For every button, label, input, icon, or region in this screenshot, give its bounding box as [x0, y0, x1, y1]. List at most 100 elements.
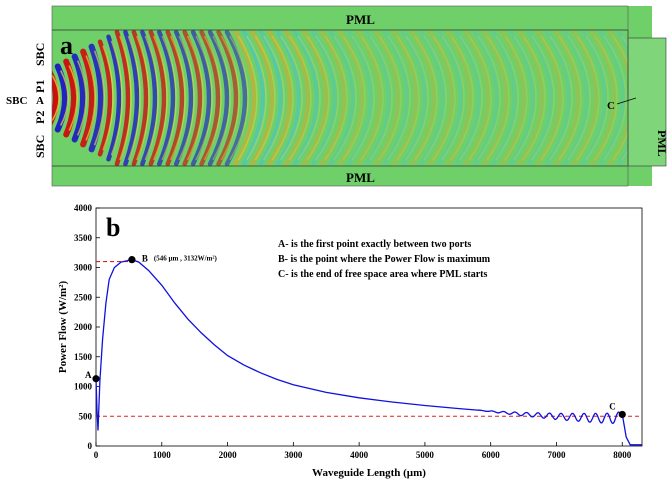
- wave-fringe-halo: [504, 35, 528, 161]
- wave-fringe-halo: [220, 35, 240, 161]
- y-tick-label: 4000: [74, 203, 93, 213]
- wave-fringe: [275, 29, 302, 167]
- wave-fringe-halo: [414, 35, 438, 161]
- wave-fringe: [391, 29, 419, 167]
- wave-fringe-halo: [306, 35, 330, 161]
- wave-fringe-halo: [324, 35, 348, 161]
- wave-fringe: [400, 29, 428, 167]
- wave-fringe: [54, 63, 68, 133]
- wave-fringe: [346, 29, 374, 167]
- pml-right-label: PML: [655, 130, 667, 157]
- wave-fringe-halo: [405, 35, 429, 161]
- point-markers: A B (546 µm , 3132W/m²) C: [85, 254, 626, 419]
- wave-fringe-halo: [153, 35, 168, 161]
- p1-label: P1: [33, 80, 47, 93]
- wave-fringe-halo: [127, 35, 141, 161]
- y-tick-label: 2500: [74, 292, 93, 302]
- wave-fringe-halo: [136, 35, 150, 161]
- wave-fringe: [224, 29, 248, 167]
- wave-fringe-halo: [423, 35, 447, 161]
- point-c-label: C: [607, 100, 615, 112]
- y-axis-label: Power Flow (W/m²): [57, 281, 69, 374]
- x-tick-label: 3000: [284, 450, 303, 460]
- point-label-c: C: [609, 401, 616, 411]
- wave-fringe: [190, 29, 212, 167]
- wave-fringe-halo: [477, 35, 501, 161]
- wave-fringe: [481, 29, 509, 167]
- wave-fringe: [553, 29, 581, 167]
- wave-fringe-halo: [540, 35, 564, 161]
- wave-fringe-halo: [85, 55, 96, 141]
- wave-fringe: [216, 29, 239, 167]
- wave-fringe-halo: [387, 35, 411, 161]
- wave-fringe-halo: [513, 35, 537, 161]
- sbc-bottom-label: SBC: [33, 135, 47, 158]
- wave-fringe: [328, 29, 356, 167]
- y-tick-label: 1000: [74, 382, 93, 392]
- point-label-b: B: [142, 254, 148, 264]
- x-tick-label: 0: [94, 450, 99, 460]
- panel-a-letter: a: [60, 31, 73, 60]
- wave-fringe: [266, 29, 293, 167]
- p2-label: P2: [33, 111, 47, 124]
- power-flow-line: [95, 258, 642, 446]
- x-tick-label: 7000: [547, 450, 566, 460]
- wave-fringe: [114, 29, 131, 167]
- pml-top-label: PML: [346, 12, 375, 27]
- wave-fringe: [364, 29, 392, 167]
- wave-fringe: [106, 34, 122, 162]
- wave-fringe-halo: [522, 35, 546, 161]
- wave-fringe: [131, 29, 149, 167]
- wave-fringe-halo: [558, 35, 582, 161]
- legend-note-b: B- is the point where the Power Flow is …: [278, 254, 491, 265]
- wave-fringe-halo: [486, 35, 510, 161]
- wave-fringe: [319, 29, 347, 167]
- point-marker-c: [618, 410, 626, 419]
- wave-fringe: [258, 29, 284, 167]
- wave-fringe: [571, 29, 599, 167]
- wave-fringe: [283, 29, 311, 167]
- y-tick-label: 500: [79, 411, 93, 421]
- wave-fringe-halo: [195, 35, 213, 161]
- wave-fringe: [589, 29, 617, 167]
- wave-fringe-halo: [161, 35, 177, 161]
- wave-fringe: [427, 29, 455, 167]
- legend-note-a: A- is the first point exactly between tw…: [278, 239, 471, 250]
- x-axis-label: Waveguide Length (µm): [312, 467, 426, 479]
- pml-bottom-label: PML: [346, 170, 375, 185]
- wave-fringe: [445, 29, 473, 167]
- point-label-a: A: [85, 370, 92, 380]
- wave-fringe: [508, 29, 536, 167]
- wave-fringe: [157, 29, 176, 167]
- wave-fringe-halo: [369, 35, 393, 161]
- sbc-mid-label: SBC: [6, 95, 27, 107]
- wave-fringe-halo: [178, 35, 195, 161]
- wave-fringe-halo: [93, 50, 105, 146]
- wave-fringe: [373, 29, 401, 167]
- wave-fringe-halo: [360, 35, 384, 161]
- wave-fringe-halo: [351, 35, 375, 161]
- wave-fringe-halo: [495, 35, 519, 161]
- wave-fringe-halo: [169, 35, 186, 161]
- wave-fringe: [544, 29, 572, 167]
- wave-fringe: [71, 53, 86, 143]
- wave-fringe-halo: [567, 35, 591, 161]
- y-tick-label: 2000: [74, 322, 93, 332]
- field-frame: [51, 5, 629, 187]
- x-axis: 0 1000 2000 3000 4000 5000 6000 7000 8000: [94, 442, 632, 460]
- wave-fringe-halo: [594, 35, 618, 161]
- wave-fringe: [418, 29, 446, 167]
- wave-fringe: [207, 29, 230, 167]
- wave-fringe: [63, 58, 77, 138]
- wave-fringe-halo: [315, 35, 339, 161]
- wave-fringe-halo: [585, 35, 609, 161]
- point-marker-a: [92, 375, 100, 383]
- y-tick-label: 1500: [74, 352, 93, 362]
- wave-fringe-halo: [297, 35, 321, 161]
- wave-fringe-halo: [396, 35, 420, 161]
- wave-fringe: [490, 29, 518, 167]
- wave-fringe: [598, 29, 626, 167]
- wave-fringe: [310, 29, 338, 167]
- wave-fringes: [52, 29, 645, 167]
- wave-fringe: [173, 29, 194, 167]
